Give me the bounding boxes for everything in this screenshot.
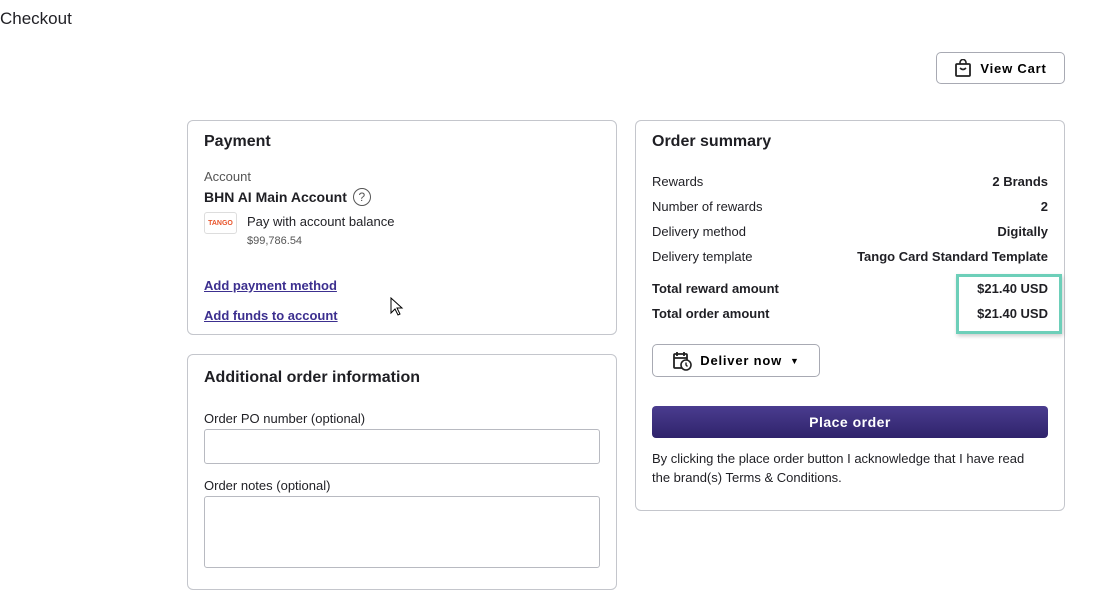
summary-row: Total reward amount $21.40 USD <box>652 281 1048 296</box>
disclaimer: By clicking the place order button I ack… <box>652 451 1025 485</box>
shopping-bag-icon <box>955 59 972 77</box>
order-notes-input[interactable] <box>204 496 600 568</box>
summary-title: Order summary <box>652 133 772 150</box>
payment-card: Payment Account BHN AI Main Account ? TA… <box>187 120 617 335</box>
tango-logo: TANGO <box>204 212 237 234</box>
mouse-cursor-icon <box>390 297 404 316</box>
help-icon[interactable]: ? <box>352 188 371 206</box>
total-highlight <box>956 274 1062 334</box>
payment-title: Payment <box>204 133 271 150</box>
po-number-input[interactable] <box>204 429 600 464</box>
summary-row: Number of rewards 2 <box>652 199 1048 214</box>
payment-method: Pay with account balance <box>247 214 395 229</box>
caret-down-icon: ▼ <box>790 355 800 366</box>
add-funds-link[interactable]: Add funds to account <box>204 308 338 323</box>
summary-row: Total order amount $21.40 USD <box>652 306 1048 321</box>
deliver-now-dropdown[interactable]: Deliver now ▼ <box>652 344 820 377</box>
notes-label: Order notes (optional) <box>204 478 331 493</box>
summary-row: Delivery template Tango Card Standard Tem… <box>652 249 1048 264</box>
additional-info-card: Additional order information Order PO nu… <box>187 354 617 590</box>
additional-title: Additional order information <box>204 369 420 386</box>
order-summary-card: Order summary Rewards 2 Brands Number of … <box>635 120 1065 511</box>
summary-row: Rewards 2 Brands <box>652 174 1048 189</box>
calendar-clock-icon <box>673 351 693 371</box>
account-label: Account <box>204 169 251 184</box>
po-label: Order PO number (optional) <box>204 411 366 426</box>
place-order-button[interactable]: Place order <box>652 406 1048 438</box>
summary-row: Delivery method Digitally <box>652 224 1048 239</box>
page-title: Checkout <box>0 9 72 28</box>
add-payment-method-link[interactable]: Add payment method <box>204 278 337 293</box>
account-name: BHN AI Main Account <box>204 189 347 205</box>
account-balance: $99,786.54 <box>247 235 303 247</box>
view-cart-button[interactable]: View Cart <box>936 52 1065 84</box>
